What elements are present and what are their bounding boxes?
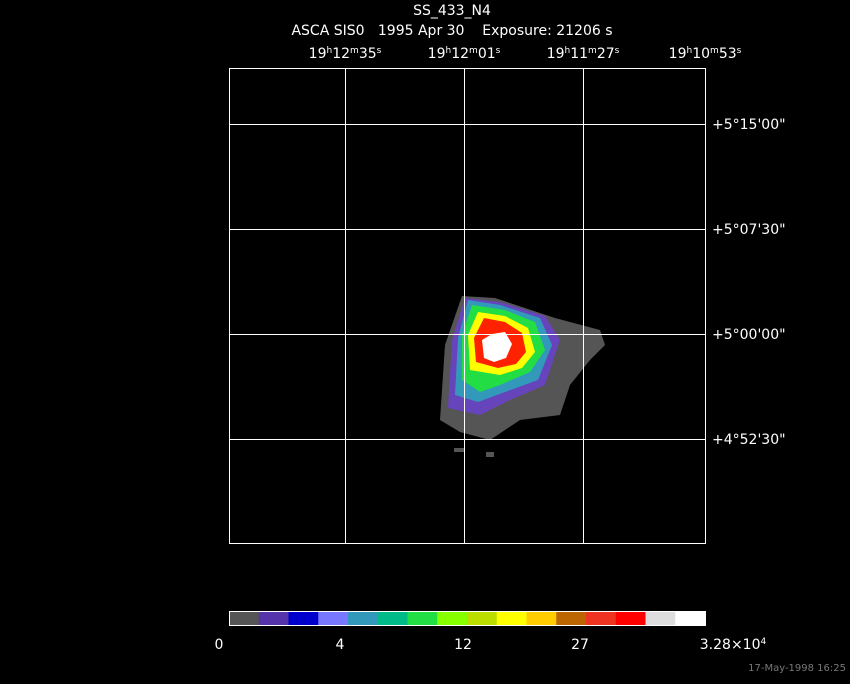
title: SS_433_N4 [413,3,491,19]
label: 4 [336,637,345,653]
colorbar-segment [377,611,408,625]
colorbar-segment [615,611,646,625]
footer-date: 17-May-1998 16:25 [748,663,846,674]
label-part: 3.28×10 [700,637,761,653]
dec-label: +4°52'30" [712,432,786,448]
superscript: s [496,46,501,56]
label: 19h10m53s [669,46,742,62]
label-part: 27 [571,637,589,653]
colorbar-segment [288,611,319,625]
label: 3.28×104 [700,637,767,653]
superscript: h [686,46,692,56]
superscript: h [564,46,570,56]
superscript: m [588,46,597,56]
region [486,452,494,457]
label-part: 19 [428,46,446,62]
colorbar-frame [229,611,706,626]
label-part: 10 [692,46,710,62]
label: 0 [215,637,224,653]
label-part: 4 [336,637,345,653]
superscript: 4 [760,637,766,647]
superscript: s [615,46,620,56]
colorbar-segment [645,611,676,625]
superscript: m [469,46,478,56]
source-image [440,296,605,457]
colorbar-segment [467,611,498,625]
colorbar-segment [407,611,438,625]
colorbar-segment [258,611,289,625]
colorbar-segment [526,611,557,625]
colorbar-segment [556,611,587,625]
colorbar-segment [675,611,706,625]
colorbar-segment [437,611,468,625]
dec-label: +5°07'30" [712,222,786,238]
label: 19h11m27s [547,46,620,62]
plot-frame [229,68,706,544]
label: 19h12m01s [428,46,501,62]
region [454,448,464,452]
subtitle: ASCA SIS0 1995 Apr 30 Exposure: 21206 s [291,23,612,39]
label: 27 [571,637,589,653]
superscript: m [350,46,359,56]
superscript: s [377,46,382,56]
superscript: h [445,46,451,56]
label-part: 01 [478,46,496,62]
superscript: s [737,46,742,56]
label-part: 12 [454,637,472,653]
colorbar-segment [229,611,260,625]
label-part: 0 [215,637,224,653]
dec-label: +5°00'00" [712,327,786,343]
label-part: 19 [669,46,687,62]
label-part: 53 [719,46,737,62]
label-part: 35 [359,46,377,62]
label: 19h12m35s [309,46,382,62]
colorbar-segment [496,611,527,625]
label: 12 [454,637,472,653]
region [482,332,512,362]
colorbar-segment [348,611,379,625]
label-part: 12 [451,46,469,62]
label-part: 19 [547,46,565,62]
label-part: 12 [332,46,350,62]
superscript: m [710,46,719,56]
label-part: 27 [597,46,615,62]
colorbar [229,611,706,625]
superscript: h [326,46,332,56]
colorbar-segment [318,611,349,625]
dec-label: +5°15'00" [712,117,786,133]
colorbar-segment [586,611,617,625]
label-part: 19 [309,46,327,62]
label-part: 11 [570,46,588,62]
